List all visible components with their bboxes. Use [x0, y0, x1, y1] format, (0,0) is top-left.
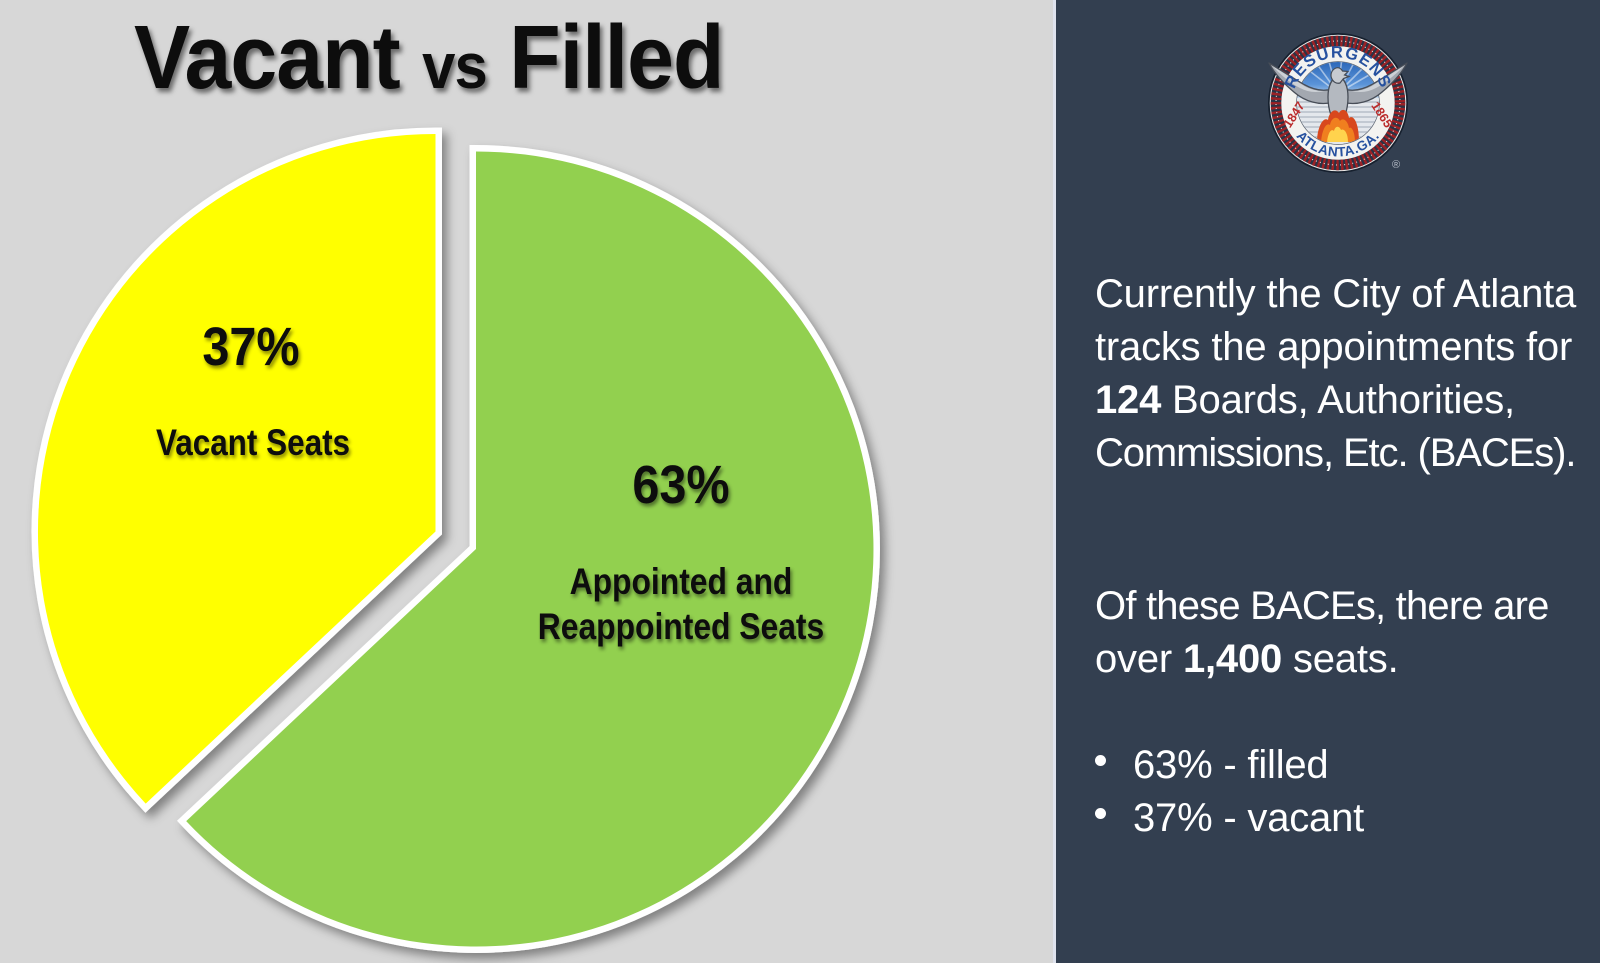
svg-text:®: ®: [1392, 159, 1400, 171]
